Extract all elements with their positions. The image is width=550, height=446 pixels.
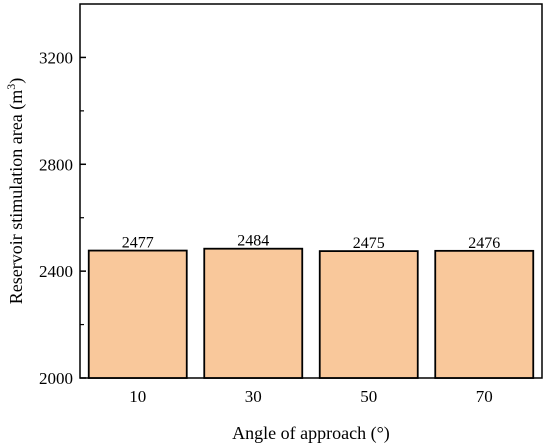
bar-70 xyxy=(434,249,535,379)
x-axis-title: Angle of approach (°) xyxy=(232,423,390,444)
x-tick-label: 30 xyxy=(245,387,262,406)
y-axis-title: Reservoir stimulation area (m3) xyxy=(4,78,27,304)
data-labels-group: 2477 2484 2475 2476 xyxy=(122,233,501,252)
bar-value-label: 2476 xyxy=(468,235,500,252)
x-tick-label: 50 xyxy=(360,387,377,406)
bar-value-label: 2484 xyxy=(237,233,269,250)
y-axis-title-close: ) xyxy=(6,78,27,84)
bars-group xyxy=(87,247,535,379)
x-tick-label: 70 xyxy=(476,387,493,406)
bar-50 xyxy=(318,250,419,379)
bar-value-label: 2475 xyxy=(353,235,385,252)
y-axis-title-main: Reservoir stimulation area (m xyxy=(6,90,27,304)
bar-value-label: 2477 xyxy=(122,235,154,252)
y-tick-label: 2800 xyxy=(39,155,73,174)
y-axis-ticks: 2000 2400 2800 3200 xyxy=(39,48,86,388)
bar-10 xyxy=(87,249,188,379)
x-tick-label: 10 xyxy=(129,387,146,406)
y-axis-title-superscript: 3 xyxy=(4,84,18,90)
y-tick-label: 3200 xyxy=(39,48,73,67)
y-tick-label: 2000 xyxy=(39,369,73,388)
y-tick-label: 2400 xyxy=(39,262,73,281)
bar-30 xyxy=(203,247,304,379)
plot-frame xyxy=(79,3,543,379)
